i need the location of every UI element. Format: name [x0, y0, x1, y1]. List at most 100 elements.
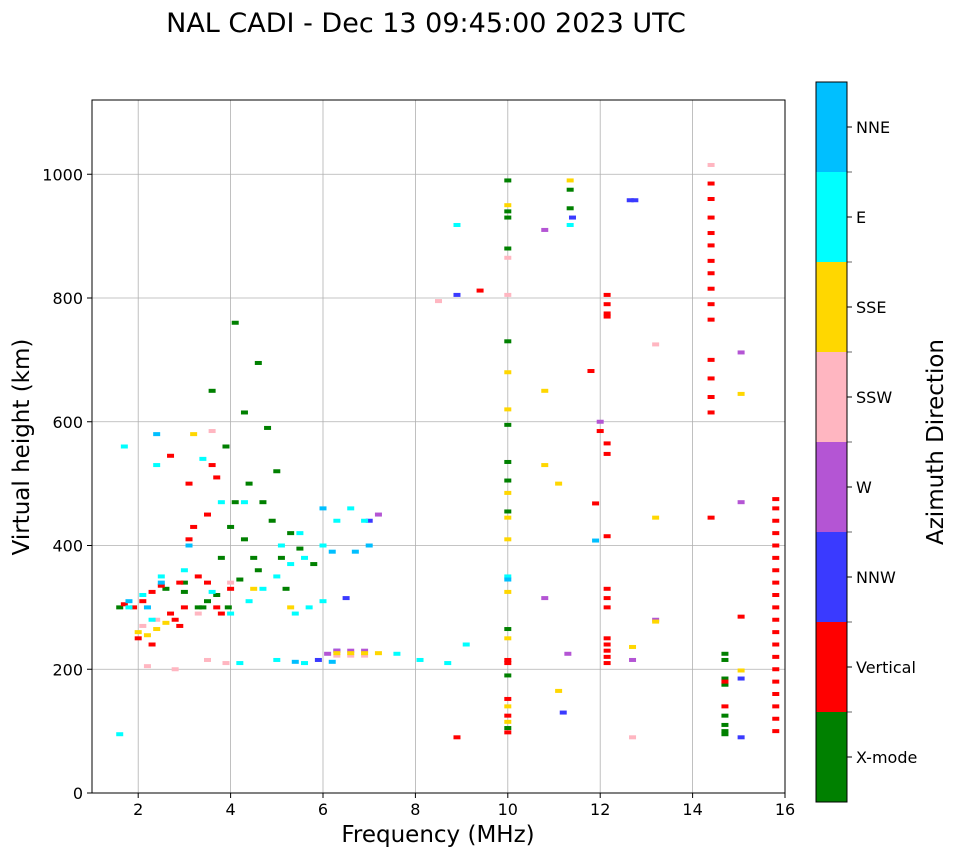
data-point — [603, 292, 611, 297]
x-tick-label: 4 — [226, 800, 236, 819]
data-point — [250, 555, 258, 560]
data-point — [361, 651, 369, 656]
data-point — [772, 642, 780, 647]
data-point — [199, 456, 207, 461]
data-point — [347, 506, 355, 511]
data-point — [301, 661, 309, 666]
data-point — [737, 735, 745, 740]
y-tick-label: 0 — [73, 784, 83, 803]
data-point — [180, 568, 188, 573]
data-point — [157, 580, 165, 585]
data-point — [603, 661, 611, 666]
x-tick-label: 10 — [498, 800, 518, 819]
data-point — [652, 515, 660, 520]
colorbar-label: Azimuth Direction — [923, 339, 949, 545]
data-point — [291, 659, 299, 664]
data-point — [240, 500, 248, 505]
data-point — [504, 627, 512, 632]
data-point — [157, 583, 165, 588]
data-point — [194, 605, 202, 610]
data-point — [603, 534, 611, 539]
data-point — [245, 599, 253, 604]
data-point — [240, 410, 248, 415]
data-point — [333, 651, 341, 656]
data-point — [264, 425, 272, 430]
series-e — [116, 222, 574, 737]
data-point — [504, 577, 512, 582]
data-point — [180, 580, 188, 585]
colorbar-category-label: NNE — [856, 118, 890, 137]
data-point — [603, 314, 611, 319]
data-point — [555, 481, 563, 486]
data-point — [227, 611, 235, 616]
colorbar-segment — [816, 172, 847, 262]
data-point — [453, 292, 461, 297]
data-point — [504, 696, 512, 701]
data-point — [721, 651, 729, 656]
data-point — [224, 605, 232, 610]
data-point — [504, 657, 512, 662]
data-point — [629, 644, 637, 649]
data-point — [287, 531, 295, 536]
data-point — [453, 735, 461, 740]
data-point — [626, 198, 634, 203]
data-point — [504, 478, 512, 483]
data-point — [504, 661, 512, 666]
data-point — [162, 620, 170, 625]
data-point — [772, 555, 780, 560]
data-point — [365, 543, 373, 548]
data-point — [631, 198, 639, 203]
data-point — [603, 311, 611, 316]
data-point — [707, 357, 715, 362]
data-point — [227, 586, 235, 591]
chart-title: NAL CADI - Dec 13 09:45:00 2023 UTC — [166, 8, 686, 39]
data-point — [374, 512, 382, 517]
colorbar-segment — [816, 532, 847, 622]
data-point — [721, 732, 729, 737]
data-point — [504, 339, 512, 344]
data-point — [361, 648, 369, 653]
data-point — [504, 730, 512, 735]
data-point — [707, 243, 715, 248]
data-point — [772, 506, 780, 511]
data-point — [504, 636, 512, 641]
colorbar-category-label: X-mode — [856, 748, 917, 767]
series-w — [324, 227, 745, 662]
data-point — [120, 602, 128, 607]
data-point — [143, 633, 151, 638]
data-point — [504, 407, 512, 412]
colorbar-category-label: SSW — [856, 388, 892, 407]
data-point — [603, 596, 611, 601]
data-point — [707, 162, 715, 167]
data-point — [444, 661, 452, 666]
data-point — [167, 453, 175, 458]
data-point — [259, 586, 267, 591]
data-point — [629, 735, 637, 740]
data-point — [153, 463, 161, 468]
data-points — [116, 162, 780, 740]
data-point — [254, 568, 262, 573]
data-point — [541, 388, 549, 393]
data-point — [236, 577, 244, 582]
data-point — [208, 429, 216, 434]
data-point — [603, 451, 611, 456]
y-tick-label: 200 — [52, 660, 83, 679]
data-point — [566, 206, 574, 211]
colorbar-category-label: SSE — [856, 298, 886, 317]
data-point — [504, 515, 512, 520]
data-point — [148, 617, 156, 622]
data-point — [504, 490, 512, 495]
data-point — [772, 704, 780, 709]
data-point — [139, 623, 147, 628]
data-point — [772, 630, 780, 635]
data-point — [772, 593, 780, 597]
data-point — [559, 710, 567, 715]
data-point — [772, 497, 780, 502]
data-point — [116, 732, 124, 737]
data-point — [296, 546, 304, 551]
data-point — [180, 589, 188, 594]
data-point — [603, 586, 611, 591]
colorbar-segment — [816, 442, 847, 532]
data-point — [504, 209, 512, 214]
colorbar-segment — [816, 712, 847, 802]
